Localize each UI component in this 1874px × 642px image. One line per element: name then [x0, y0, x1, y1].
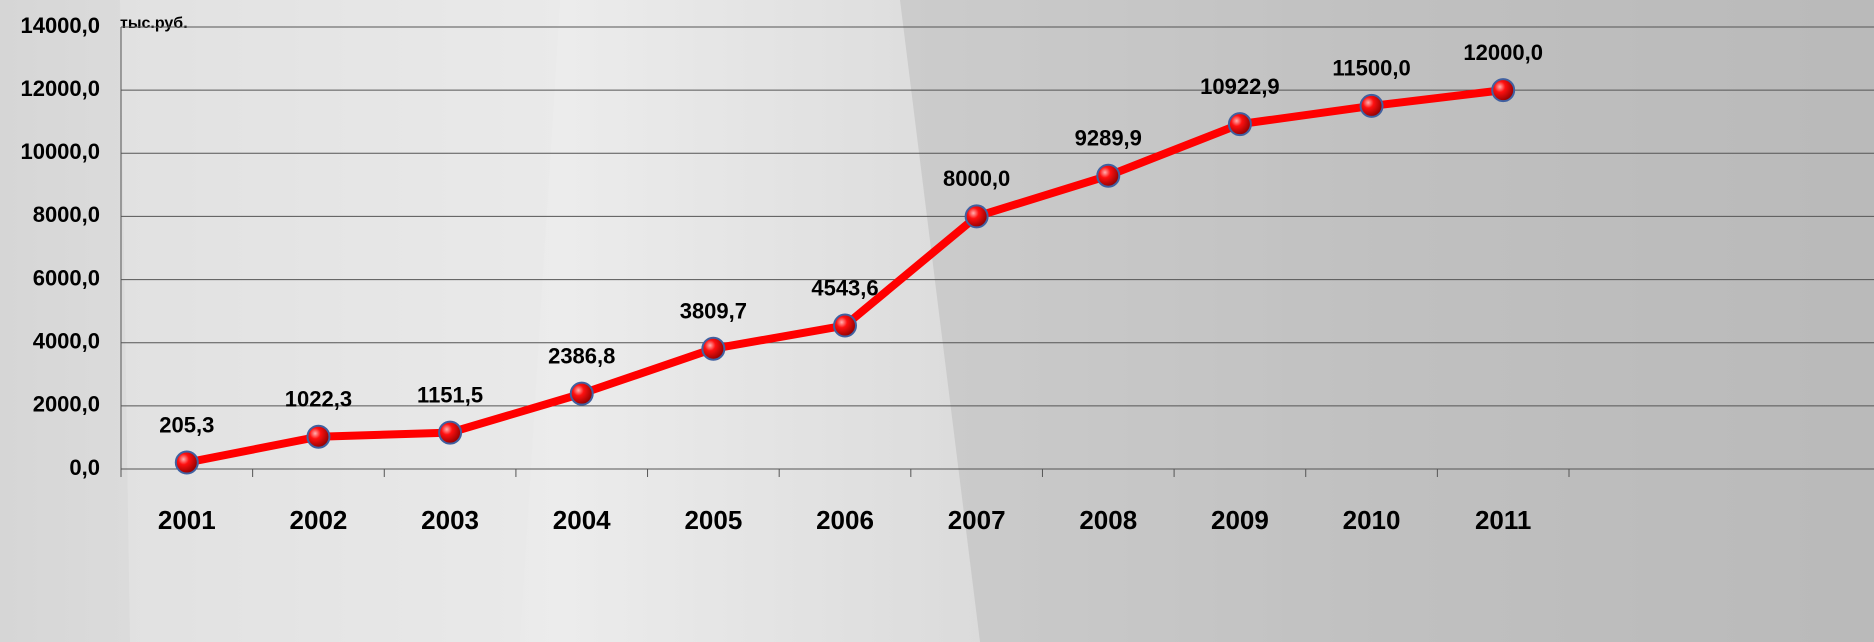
- point-marker: [569, 381, 594, 406]
- value-label: 9289,9: [1075, 126, 1142, 151]
- point-marker: [438, 420, 463, 445]
- value-label: 11500,0: [1332, 56, 1410, 81]
- x-tick-label: 2009: [1211, 505, 1269, 535]
- x-tick-label: 2001: [158, 505, 216, 535]
- value-label: 2386,8: [548, 343, 615, 368]
- x-tick-label: 2002: [290, 505, 348, 535]
- value-label: 205,3: [159, 412, 214, 437]
- y-tick-label: 10000,0: [20, 139, 100, 164]
- y-tick-label: 6000,0: [33, 265, 100, 290]
- value-label: 1022,3: [285, 387, 352, 412]
- point-marker: [174, 450, 199, 475]
- x-tick-label: 2011: [1475, 505, 1531, 535]
- value-label: 1151,5: [417, 382, 483, 407]
- y-tick-label: 14000,0: [20, 13, 100, 38]
- point-marker: [833, 313, 857, 338]
- point-marker: [1227, 112, 1252, 137]
- y-tick-label: 12000,0: [20, 76, 100, 101]
- y-tick-label: 2000,0: [33, 392, 100, 417]
- point-marker: [964, 204, 989, 229]
- x-tick-label: 2008: [1079, 505, 1137, 535]
- x-tick-label: 2003: [421, 505, 479, 535]
- y-tick-label: 4000,0: [33, 329, 100, 354]
- y-tick-label: 0,0: [69, 455, 100, 480]
- background-shape: [120, 0, 560, 642]
- point-marker: [1096, 163, 1121, 188]
- x-tick-label: 2004: [553, 505, 611, 535]
- x-tick-label: 2006: [816, 505, 874, 535]
- point-marker: [1491, 78, 1516, 103]
- value-label: 10922,9: [1200, 74, 1280, 99]
- value-label: 8000,0: [943, 166, 1010, 191]
- point-marker: [1359, 93, 1384, 118]
- value-label: 4543,6: [811, 275, 878, 300]
- background-shape: [900, 0, 1874, 642]
- y-tick-label: 8000,0: [33, 202, 100, 227]
- unit-label: тыс.руб.: [120, 15, 188, 32]
- x-tick-label: 2010: [1343, 505, 1401, 535]
- point-marker: [306, 424, 331, 449]
- x-tick-label: 2007: [948, 505, 1006, 535]
- value-label: 12000,0: [1463, 40, 1543, 65]
- point-marker: [701, 336, 726, 361]
- value-label: 3809,7: [680, 299, 747, 324]
- x-tick-label: 2005: [684, 505, 742, 535]
